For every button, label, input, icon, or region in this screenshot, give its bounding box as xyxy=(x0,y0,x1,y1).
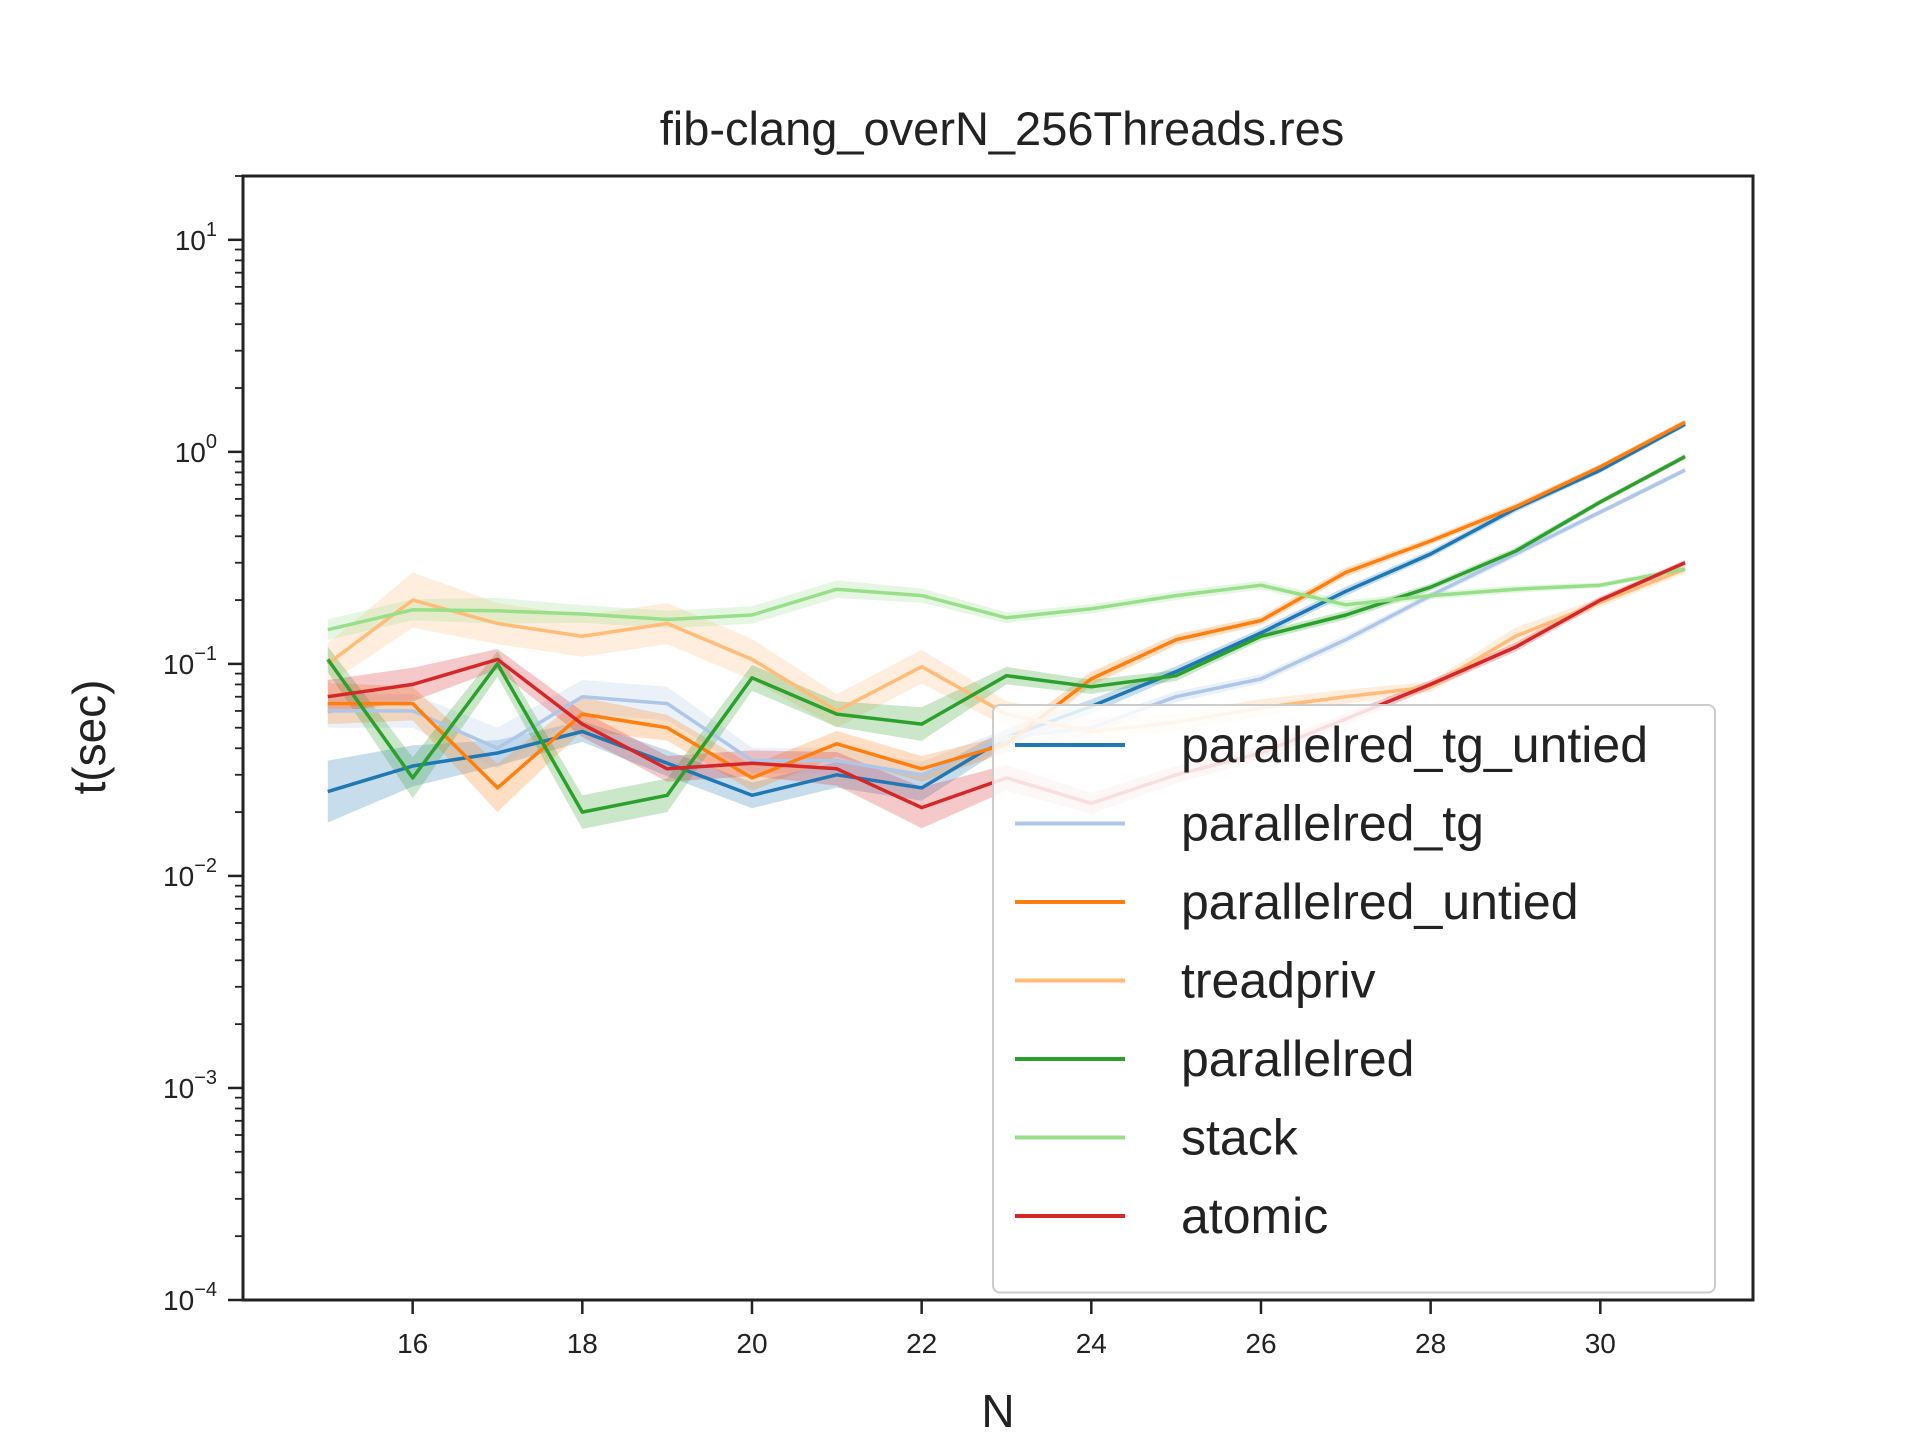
legend-label-parallelred_untied: parallelred_untied xyxy=(1181,874,1579,930)
y-tick-label: 10−4 xyxy=(163,1279,217,1316)
legend-label-stack: stack xyxy=(1181,1110,1299,1166)
y-tick-label: 10−1 xyxy=(163,643,217,680)
x-tick-label: 20 xyxy=(736,1328,767,1359)
x-tick-label: 28 xyxy=(1415,1328,1446,1359)
x-tick-label: 16 xyxy=(397,1328,428,1359)
x-axis-label: N xyxy=(981,1385,1014,1437)
chart-title: fib-clang_overN_256Threads.res xyxy=(660,102,1344,155)
legend-label-treadpriv: treadpriv xyxy=(1181,953,1376,1009)
x-tick-label: 30 xyxy=(1585,1328,1616,1359)
legend: parallelred_tg_untied parallelred_tgparal… xyxy=(992,704,1716,1294)
y-tick-label: 10−2 xyxy=(163,855,217,892)
y-tick-label: 10−3 xyxy=(163,1067,217,1104)
band-treadpriv xyxy=(327,564,1686,745)
x-tick-label: 24 xyxy=(1076,1328,1107,1359)
y-tick-label: 101 xyxy=(175,219,217,256)
legend-label-parallelred: parallelred xyxy=(1181,1031,1414,1087)
y-axis: 10−4 10−3 10−2 10−1 100 101 xyxy=(163,175,243,1316)
y-axis-label: t(sec) xyxy=(63,680,115,795)
y-tick-label: 100 xyxy=(175,431,217,468)
x-tick-label: 26 xyxy=(1245,1328,1276,1359)
legend-label-atomic: atomic xyxy=(1181,1188,1328,1244)
legend-label-parallelred_tg: parallelred_tg xyxy=(1181,796,1484,852)
series-line-stack xyxy=(327,567,1686,632)
series-line-parallelred xyxy=(326,455,1686,814)
band-stack xyxy=(327,566,1686,641)
legend-box xyxy=(992,704,1716,1294)
band-atomic xyxy=(327,560,1686,829)
band-parallelred_untied xyxy=(327,419,1686,813)
x-axis: 16 18 20 22 24 26 28 30 xyxy=(397,1300,1616,1359)
band-parallelred_tg xyxy=(327,467,1686,788)
x-tick-label: 18 xyxy=(567,1328,598,1359)
legend-label-parallelred_tg_untied: parallelred_tg_untied xyxy=(1181,717,1648,773)
plot-frame xyxy=(241,174,1755,1302)
x-tick-label: 22 xyxy=(906,1328,937,1359)
